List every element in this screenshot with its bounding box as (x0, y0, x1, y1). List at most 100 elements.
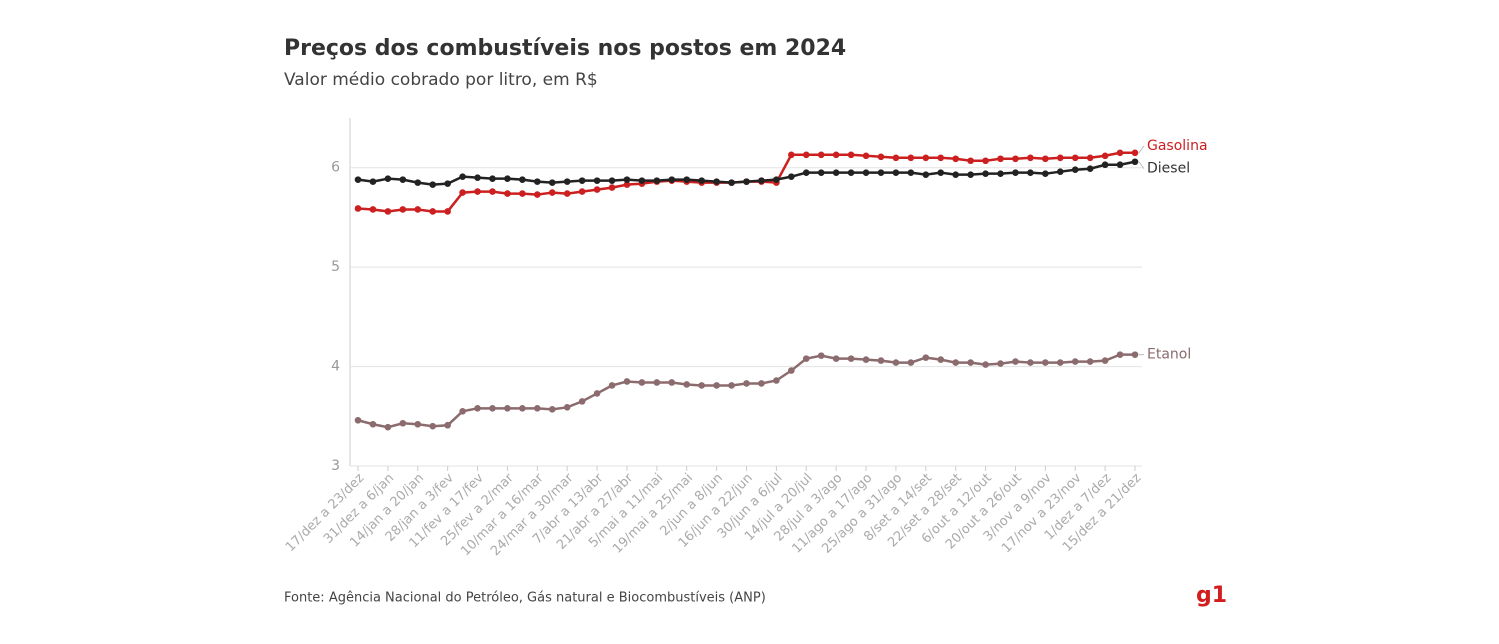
point (817, 151, 825, 159)
point (1042, 359, 1049, 366)
series-label: Etanol (1147, 347, 1191, 363)
point (474, 174, 481, 181)
point (862, 356, 870, 363)
label-connector (1138, 161, 1145, 170)
point (519, 190, 526, 197)
point (429, 422, 437, 430)
point (907, 169, 915, 176)
point (638, 177, 646, 184)
point (414, 420, 422, 428)
point (862, 169, 870, 176)
point (384, 175, 392, 182)
point (922, 154, 930, 162)
point (862, 152, 870, 160)
point (788, 173, 795, 180)
point (578, 398, 586, 405)
y-tick-label: 4 (331, 359, 340, 375)
point (967, 157, 974, 165)
point (952, 171, 959, 178)
point (399, 206, 407, 213)
point (1027, 359, 1034, 366)
point (982, 361, 989, 368)
logo: g1 (1196, 583, 1227, 608)
point (369, 206, 377, 213)
point (429, 181, 437, 188)
point (354, 205, 362, 212)
point (907, 154, 915, 162)
point (802, 151, 810, 159)
point (847, 169, 855, 176)
point (384, 423, 392, 431)
point (1086, 165, 1094, 173)
point (1131, 149, 1139, 157)
point (459, 408, 466, 415)
point (937, 356, 945, 363)
point (788, 151, 795, 159)
point (399, 419, 407, 427)
point (608, 184, 616, 191)
point (608, 177, 616, 184)
point (1042, 155, 1049, 163)
point (623, 176, 631, 183)
point (1042, 170, 1049, 177)
chart-subtitle: Valor médio cobrado por litro, em R$ (284, 70, 598, 90)
point (967, 171, 974, 178)
point (877, 357, 885, 364)
point (683, 176, 691, 183)
point (698, 177, 705, 184)
point (548, 179, 556, 186)
point (892, 359, 900, 366)
point (1012, 358, 1019, 365)
point (937, 169, 945, 176)
point (892, 154, 900, 162)
point (952, 155, 959, 163)
point (668, 379, 676, 386)
point (683, 381, 691, 388)
point (802, 355, 810, 362)
point (773, 176, 780, 183)
point (982, 157, 989, 165)
series-line (357, 353, 1135, 429)
point (952, 359, 959, 366)
point (563, 178, 571, 185)
point (877, 169, 885, 176)
point (354, 176, 362, 183)
point (713, 382, 720, 389)
point (429, 208, 437, 215)
point (593, 186, 601, 193)
point (967, 359, 974, 366)
point (354, 416, 362, 424)
point (892, 169, 900, 176)
point (817, 169, 825, 176)
point (578, 188, 586, 195)
point (668, 176, 676, 183)
point (1086, 358, 1094, 365)
chart-title: Preços dos combustíveis nos postos em 20… (284, 36, 846, 61)
point (459, 173, 466, 180)
series-label: Diesel (1147, 161, 1190, 177)
point (369, 420, 377, 428)
point (414, 179, 422, 186)
point (519, 176, 526, 183)
point (1027, 154, 1034, 162)
point (997, 170, 1004, 177)
series-label: Gasolina (1147, 138, 1208, 154)
point (1116, 161, 1124, 169)
point (593, 390, 601, 397)
y-tick-label: 3 (331, 458, 340, 474)
point (832, 169, 840, 176)
point (1012, 169, 1019, 176)
point (832, 355, 840, 362)
point (802, 169, 810, 176)
point (1131, 351, 1139, 358)
point (1131, 158, 1139, 166)
point (847, 151, 855, 159)
point (504, 405, 511, 412)
point (758, 177, 765, 184)
point (489, 188, 496, 195)
point (414, 206, 422, 213)
point (922, 354, 930, 361)
point (578, 177, 586, 184)
